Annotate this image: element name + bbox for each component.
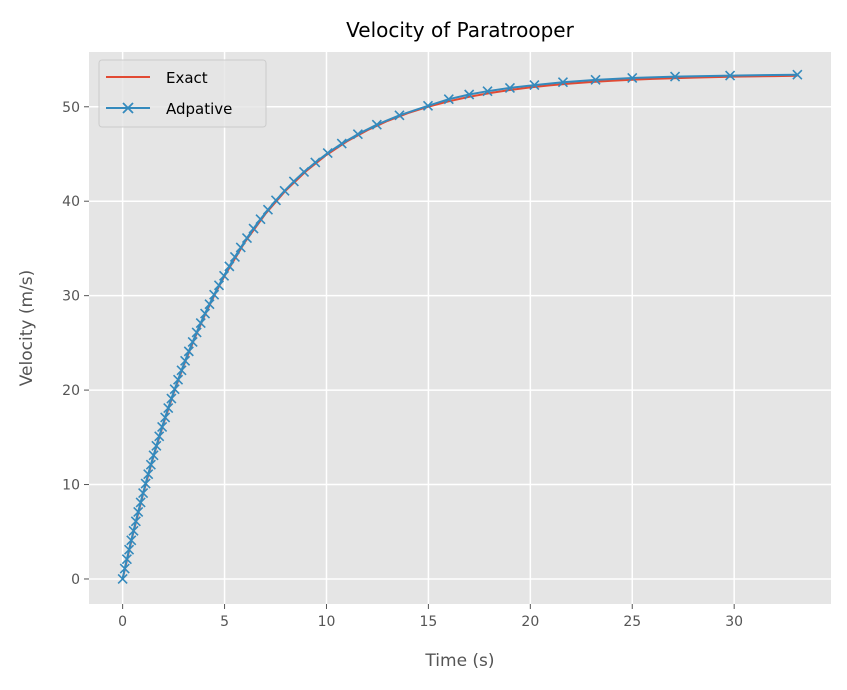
data-point-marker	[248, 223, 259, 234]
data-point-marker	[279, 185, 290, 196]
data-point-marker	[229, 251, 240, 262]
y-axis-label: Velocity (m/s)	[17, 270, 37, 387]
data-point-marker	[154, 431, 165, 442]
data-point-marker	[213, 280, 225, 291]
data-point-marker	[119, 563, 130, 574]
x-tick-label: 10	[318, 614, 336, 630]
legend-adaptive-marker	[122, 102, 134, 114]
legend-exact-label: Exact	[166, 69, 208, 87]
data-point-marker	[199, 308, 211, 319]
x-tick-label: 20	[521, 614, 539, 630]
series-line-adpative	[121, 73, 798, 580]
data-point-marker	[224, 261, 235, 272]
data-point-marker	[504, 82, 516, 93]
x-tick-labels: 0 5 10 15 20 25 30	[118, 604, 743, 630]
x-tick-label: 25	[623, 614, 641, 630]
data-point-marker	[371, 119, 382, 130]
y-tick-label: 0	[71, 572, 80, 588]
data-point-marker	[262, 204, 274, 215]
data-point-marker	[117, 573, 128, 585]
data-point-marker	[166, 393, 177, 404]
data-point-marker	[352, 129, 363, 140]
x-tick-label: 30	[725, 614, 743, 630]
y-tick-label: 10	[62, 478, 80, 494]
data-point-marker	[336, 138, 347, 149]
x-axis-label: Time (s)	[424, 651, 494, 671]
data-point-marker	[163, 402, 174, 414]
data-point-marker	[145, 459, 156, 470]
legend: Exact Adpative	[98, 59, 267, 128]
data-point-marker	[172, 374, 184, 385]
x-tick-label: 15	[419, 614, 437, 630]
data-point-marker	[151, 440, 162, 451]
data-point-marker	[148, 450, 159, 461]
data-point-marker	[394, 110, 405, 121]
data-point-marker	[204, 299, 215, 310]
grid-lines	[89, 52, 831, 604]
y-tick-label: 40	[62, 194, 80, 210]
data-point-marker	[143, 469, 154, 480]
data-point-marker	[529, 79, 540, 91]
data-point-marker	[195, 317, 206, 329]
data-point-marker	[121, 554, 132, 565]
data-point-marker	[157, 421, 168, 432]
data-point-marker	[169, 384, 180, 395]
y-tick-label: 20	[62, 383, 80, 399]
data-point-marker	[176, 365, 187, 376]
data-point-marker	[557, 77, 569, 88]
x-tick-label: 0	[118, 614, 127, 630]
data-point-marker	[191, 327, 202, 338]
data-point-marker	[235, 242, 246, 253]
data-point-marker	[140, 478, 151, 489]
x-tick-label: 5	[220, 614, 229, 630]
data-point-marker	[180, 355, 191, 366]
data-point-marker	[255, 214, 266, 225]
data-point-marker	[160, 412, 171, 423]
y-tick-labels: 0 10 20 30 40 50	[62, 100, 89, 588]
data-point-marker	[590, 74, 601, 85]
data-point-marker	[310, 157, 321, 168]
plot-background	[89, 52, 831, 604]
data-point-marker	[209, 289, 220, 300]
data-point-marker	[482, 86, 493, 97]
legend-adaptive-label: Adpative	[166, 100, 232, 118]
series-group	[117, 69, 803, 585]
data-point-marker	[130, 516, 141, 527]
data-point-marker	[288, 176, 299, 187]
data-point-marker	[128, 525, 139, 536]
data-point-marker	[135, 497, 146, 508]
data-point-marker	[138, 487, 149, 499]
data-point-marker	[464, 89, 475, 100]
data-point-marker	[241, 232, 253, 244]
y-tick-label: 50	[62, 100, 80, 116]
data-point-marker	[422, 100, 434, 111]
chart-title: Velocity of Paratrooper	[346, 18, 574, 42]
data-point-marker	[792, 69, 803, 80]
data-point-marker	[669, 71, 681, 82]
data-point-marker	[123, 544, 135, 555]
data-point-marker	[298, 166, 310, 178]
y-tick-label: 30	[62, 289, 80, 305]
data-point-marker	[126, 535, 137, 546]
data-point-marker	[322, 147, 333, 159]
data-point-marker	[133, 506, 144, 517]
data-point-marker	[443, 94, 454, 105]
data-point-marker	[183, 346, 194, 357]
data-point-marker	[270, 195, 282, 206]
data-point-marker	[187, 336, 198, 347]
data-point-marker	[627, 72, 638, 84]
data-point-marker	[218, 270, 230, 281]
data-point-marker	[725, 70, 736, 81]
